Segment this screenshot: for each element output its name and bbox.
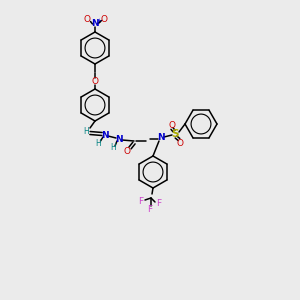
- Text: O: O: [83, 14, 91, 23]
- Text: O: O: [92, 76, 98, 85]
- Text: O: O: [124, 148, 130, 157]
- Text: O: O: [176, 139, 184, 148]
- Text: H: H: [110, 143, 116, 152]
- Text: O: O: [169, 121, 176, 130]
- Text: O: O: [100, 14, 107, 23]
- Text: N: N: [91, 20, 99, 28]
- Text: H: H: [83, 128, 89, 136]
- Text: F: F: [147, 206, 153, 214]
- Text: +: +: [96, 19, 102, 23]
- Text: F: F: [156, 200, 162, 208]
- Text: F: F: [138, 197, 144, 206]
- Text: S: S: [171, 129, 179, 139]
- Text: N: N: [157, 134, 165, 142]
- Text: N: N: [115, 134, 123, 143]
- Text: N: N: [101, 130, 109, 140]
- Text: H: H: [95, 139, 101, 148]
